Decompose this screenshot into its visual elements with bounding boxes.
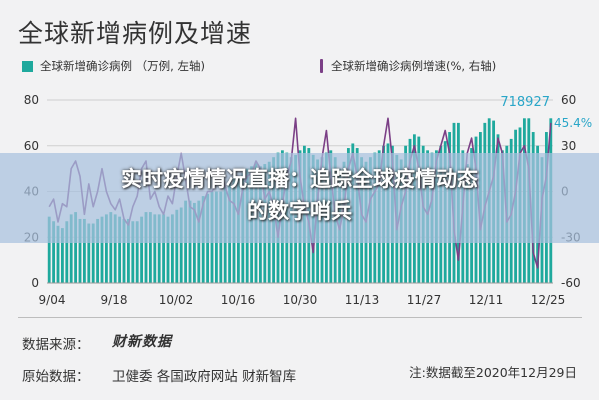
bar — [135, 221, 139, 283]
bar — [153, 214, 157, 284]
bar — [96, 218, 100, 283]
y-right-tick-label: 30 — [561, 139, 576, 153]
raw-data-sources: 卫健委 各国政府网站 财新智库 — [112, 369, 297, 385]
overlay-banner — [0, 153, 599, 243]
y-left-tick-label: 60 — [24, 139, 39, 153]
y-left-tick-label: 0 — [31, 276, 39, 290]
bar — [126, 218, 130, 283]
bar — [131, 221, 135, 283]
bar — [140, 216, 144, 283]
last-value-label: 718927 — [500, 95, 550, 110]
chart-title: 全球新增病例及增速 — [18, 19, 253, 48]
legend-item-bars: 全球新增确诊病例 （万例, 左轴) — [22, 58, 205, 74]
bar — [109, 212, 113, 283]
legend-swatch-bars — [22, 60, 33, 72]
x-tick-label: 10/30 — [283, 293, 318, 307]
bar — [175, 209, 179, 283]
bar — [113, 214, 117, 284]
bar — [74, 212, 78, 283]
bar — [78, 218, 82, 283]
x-tick-label: 11/27 — [407, 293, 442, 307]
x-tick-label: 11/13 — [345, 293, 380, 307]
legend-swatch-line — [320, 59, 323, 73]
bar — [162, 214, 166, 284]
bar — [104, 214, 108, 284]
bar — [82, 218, 86, 283]
x-tick-label: 9/18 — [101, 293, 128, 307]
bar — [157, 214, 161, 284]
y-right-tick-label: -60 — [561, 276, 581, 290]
bar — [65, 221, 69, 283]
banner-line-2: 的数字哨兵 — [247, 199, 352, 223]
bar — [52, 221, 56, 283]
legend-label-line: 全球新增确诊病例增速(%, 右轴) — [331, 59, 497, 73]
raw-data-label: 原始数据： — [22, 369, 90, 385]
legend-label-bars: 全球新增确诊病例 （万例, 左轴) — [40, 59, 205, 73]
bar — [122, 218, 126, 283]
legend: 全球新增确诊病例 （万例, 左轴) 全球新增确诊病例增速(%, 右轴) — [18, 55, 583, 77]
bar — [170, 214, 174, 284]
bar — [56, 225, 60, 283]
source-brand-logo: 财新数据 — [112, 334, 172, 350]
bar — [47, 216, 51, 283]
bar — [100, 216, 104, 283]
bar — [87, 223, 91, 283]
bar — [144, 212, 148, 283]
x-tick-label: 10/02 — [159, 293, 194, 307]
bar — [69, 214, 73, 284]
legend-item-line: 全球新增确诊病例增速(%, 右轴) — [316, 58, 496, 74]
bar — [179, 207, 183, 283]
x-tick-label: 9/04 — [39, 293, 66, 307]
banner-line-1: 实时疫情情况直播：追踪全球疫情动态 — [121, 167, 478, 191]
footer-divider — [18, 317, 582, 318]
y-right-tick-label: 60 — [561, 93, 576, 107]
bar — [91, 223, 95, 283]
x-tick-label: 10/16 — [221, 293, 256, 307]
source-label: 数据来源： — [22, 337, 90, 353]
last-rate-label: 45.4% — [554, 116, 592, 130]
y-left-tick-label: 80 — [24, 93, 39, 107]
bar — [148, 212, 152, 283]
x-tick-label: 12/11 — [469, 293, 504, 307]
overlay-banner-text: 实时疫情情况直播：追踪全球疫情动态 的数字哨兵 — [0, 163, 599, 227]
x-tick-label: 12/25 — [531, 293, 566, 307]
data-cutoff-note: 注:数据截至2020年12月29日 — [409, 365, 577, 380]
bar — [118, 216, 122, 283]
bar — [60, 228, 64, 283]
bar — [166, 216, 170, 283]
